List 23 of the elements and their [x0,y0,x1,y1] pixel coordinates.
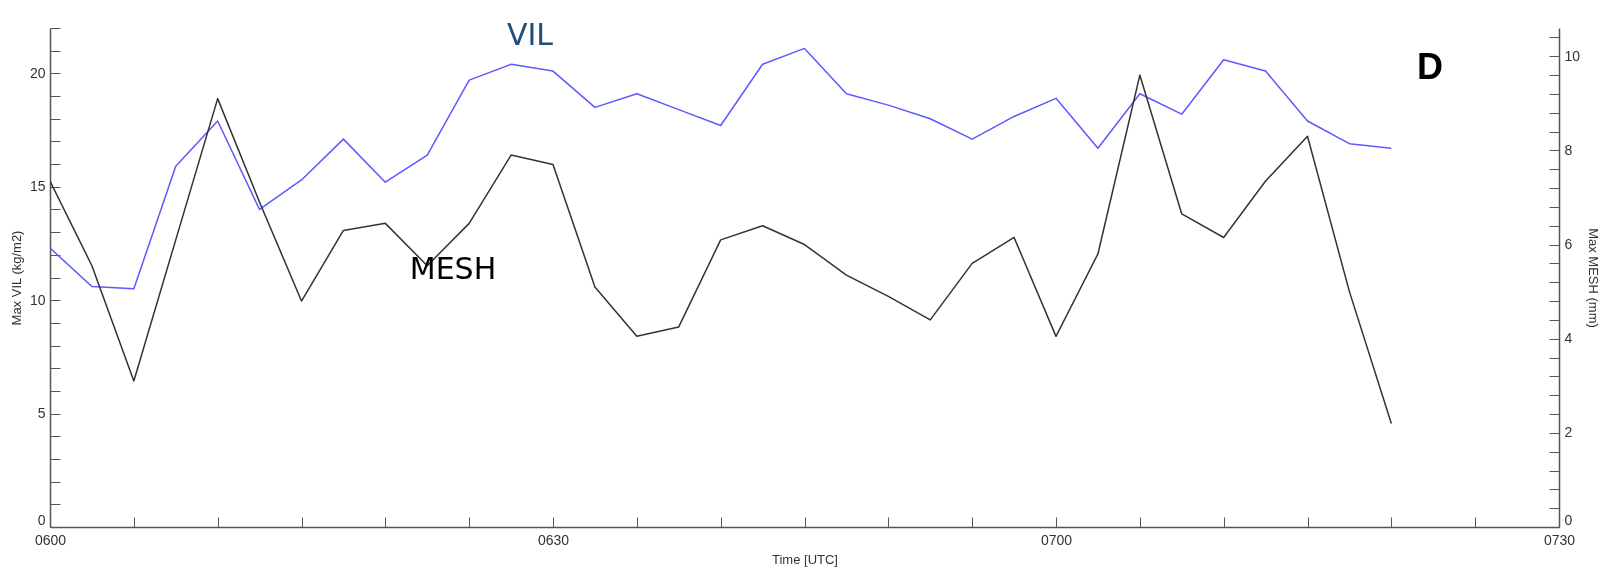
y-tick-label: 5 [37,405,46,422]
y-tick-label: 20 [29,64,46,81]
y2-tick-label: 2 [1564,424,1573,441]
line-series [50,74,1393,425]
series-label: MESH [409,251,497,286]
y-axis-title: Max VIL (kg/m2) [8,230,24,326]
x-tick-label: 0600 [34,531,67,548]
x-axis-title: Time [UTC] [772,551,838,567]
x-tick-label: 0700 [1040,531,1073,548]
annotation: D [1417,46,1443,87]
series-label: VIL [506,17,554,52]
y2-tick-label: 4 [1564,330,1573,347]
y2-tick-label: 6 [1564,236,1573,253]
y2-axis-title: Max MESH (mm) [1586,228,1602,328]
y2-tick-label: 0 [1564,511,1573,528]
y2-tick-label: 10 [1564,47,1581,64]
y2-tick-label: 8 [1564,141,1573,158]
y-tick-label: 10 [29,291,46,308]
x-tick-label: 0730 [1543,531,1576,548]
x-tick-label: 0630 [537,531,570,548]
y-tick-label: 15 [29,178,46,195]
y-tick-label: 0 [37,511,46,528]
line-series [50,47,1393,290]
